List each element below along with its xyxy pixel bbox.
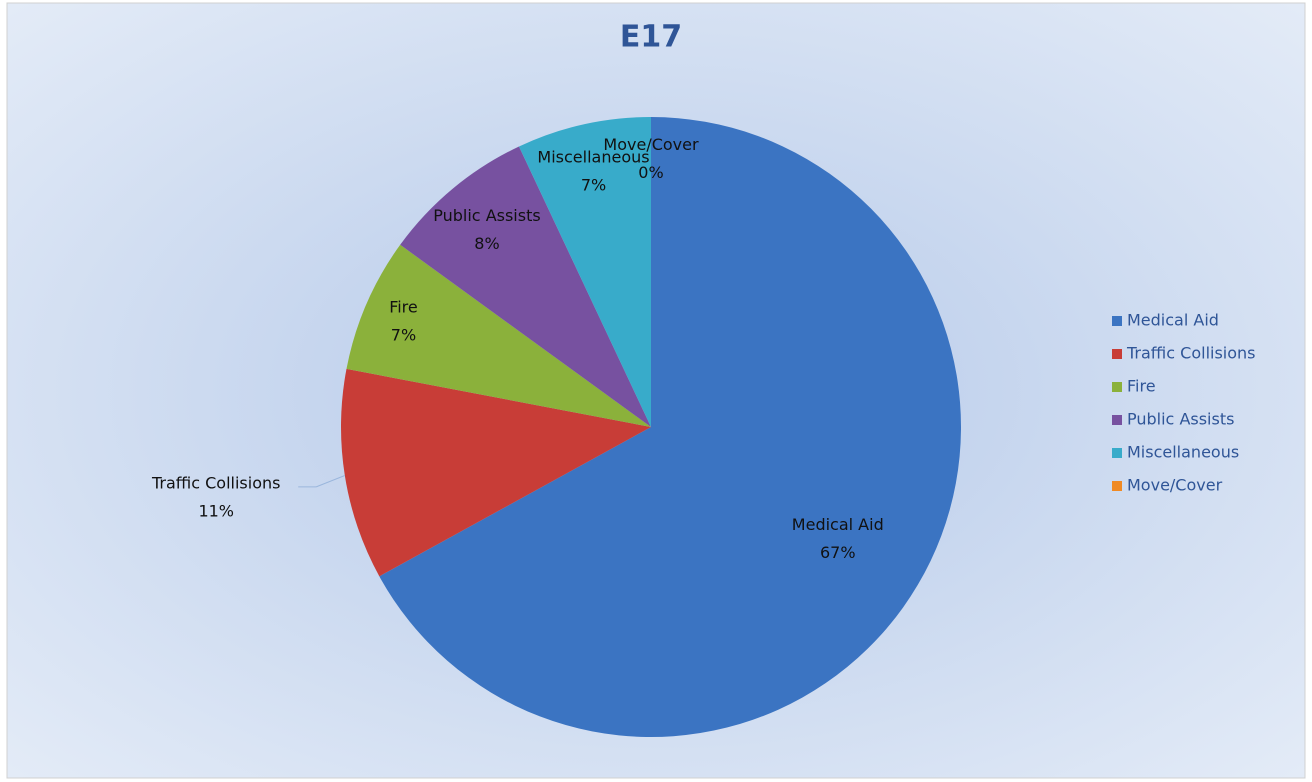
data-label-name: Miscellaneous bbox=[537, 147, 649, 166]
legend-swatch bbox=[1112, 448, 1122, 458]
data-label-value: 7% bbox=[391, 325, 416, 344]
legend-label: Fire bbox=[1127, 377, 1156, 396]
pie-slice bbox=[379, 117, 961, 737]
pie-slice bbox=[400, 146, 651, 428]
data-label-name: Medical Aid bbox=[792, 515, 884, 534]
legend-swatch bbox=[1112, 316, 1122, 326]
legend-swatch bbox=[1112, 481, 1122, 491]
data-label-value: 11% bbox=[198, 501, 234, 520]
legend-label: Medical Aid bbox=[1127, 311, 1219, 330]
data-label-name: Public Assists bbox=[433, 206, 540, 225]
data-label-name: Fire bbox=[389, 297, 418, 316]
data-label-value: 67% bbox=[820, 543, 856, 562]
leader-line bbox=[298, 475, 346, 488]
data-label-value: 8% bbox=[474, 234, 499, 253]
legend-label: Public Assists bbox=[1127, 410, 1234, 429]
legend-swatch bbox=[1112, 349, 1122, 359]
legend-label: Traffic Collisions bbox=[1126, 344, 1256, 363]
legend-label: Move/Cover bbox=[1127, 476, 1223, 495]
chart-title: E17 bbox=[620, 20, 682, 55]
pie-slice bbox=[341, 368, 651, 577]
pie-slice bbox=[519, 117, 651, 427]
data-label-name: Traffic Collisions bbox=[151, 473, 281, 492]
pie-slice bbox=[346, 244, 651, 427]
data-label-value: 0% bbox=[638, 163, 663, 182]
legend-label: Miscellaneous bbox=[1127, 443, 1239, 462]
data-label-value: 7% bbox=[581, 175, 606, 194]
legend-swatch bbox=[1112, 382, 1122, 392]
data-label-name: Move/Cover bbox=[603, 135, 699, 154]
legend-swatch bbox=[1112, 415, 1122, 425]
